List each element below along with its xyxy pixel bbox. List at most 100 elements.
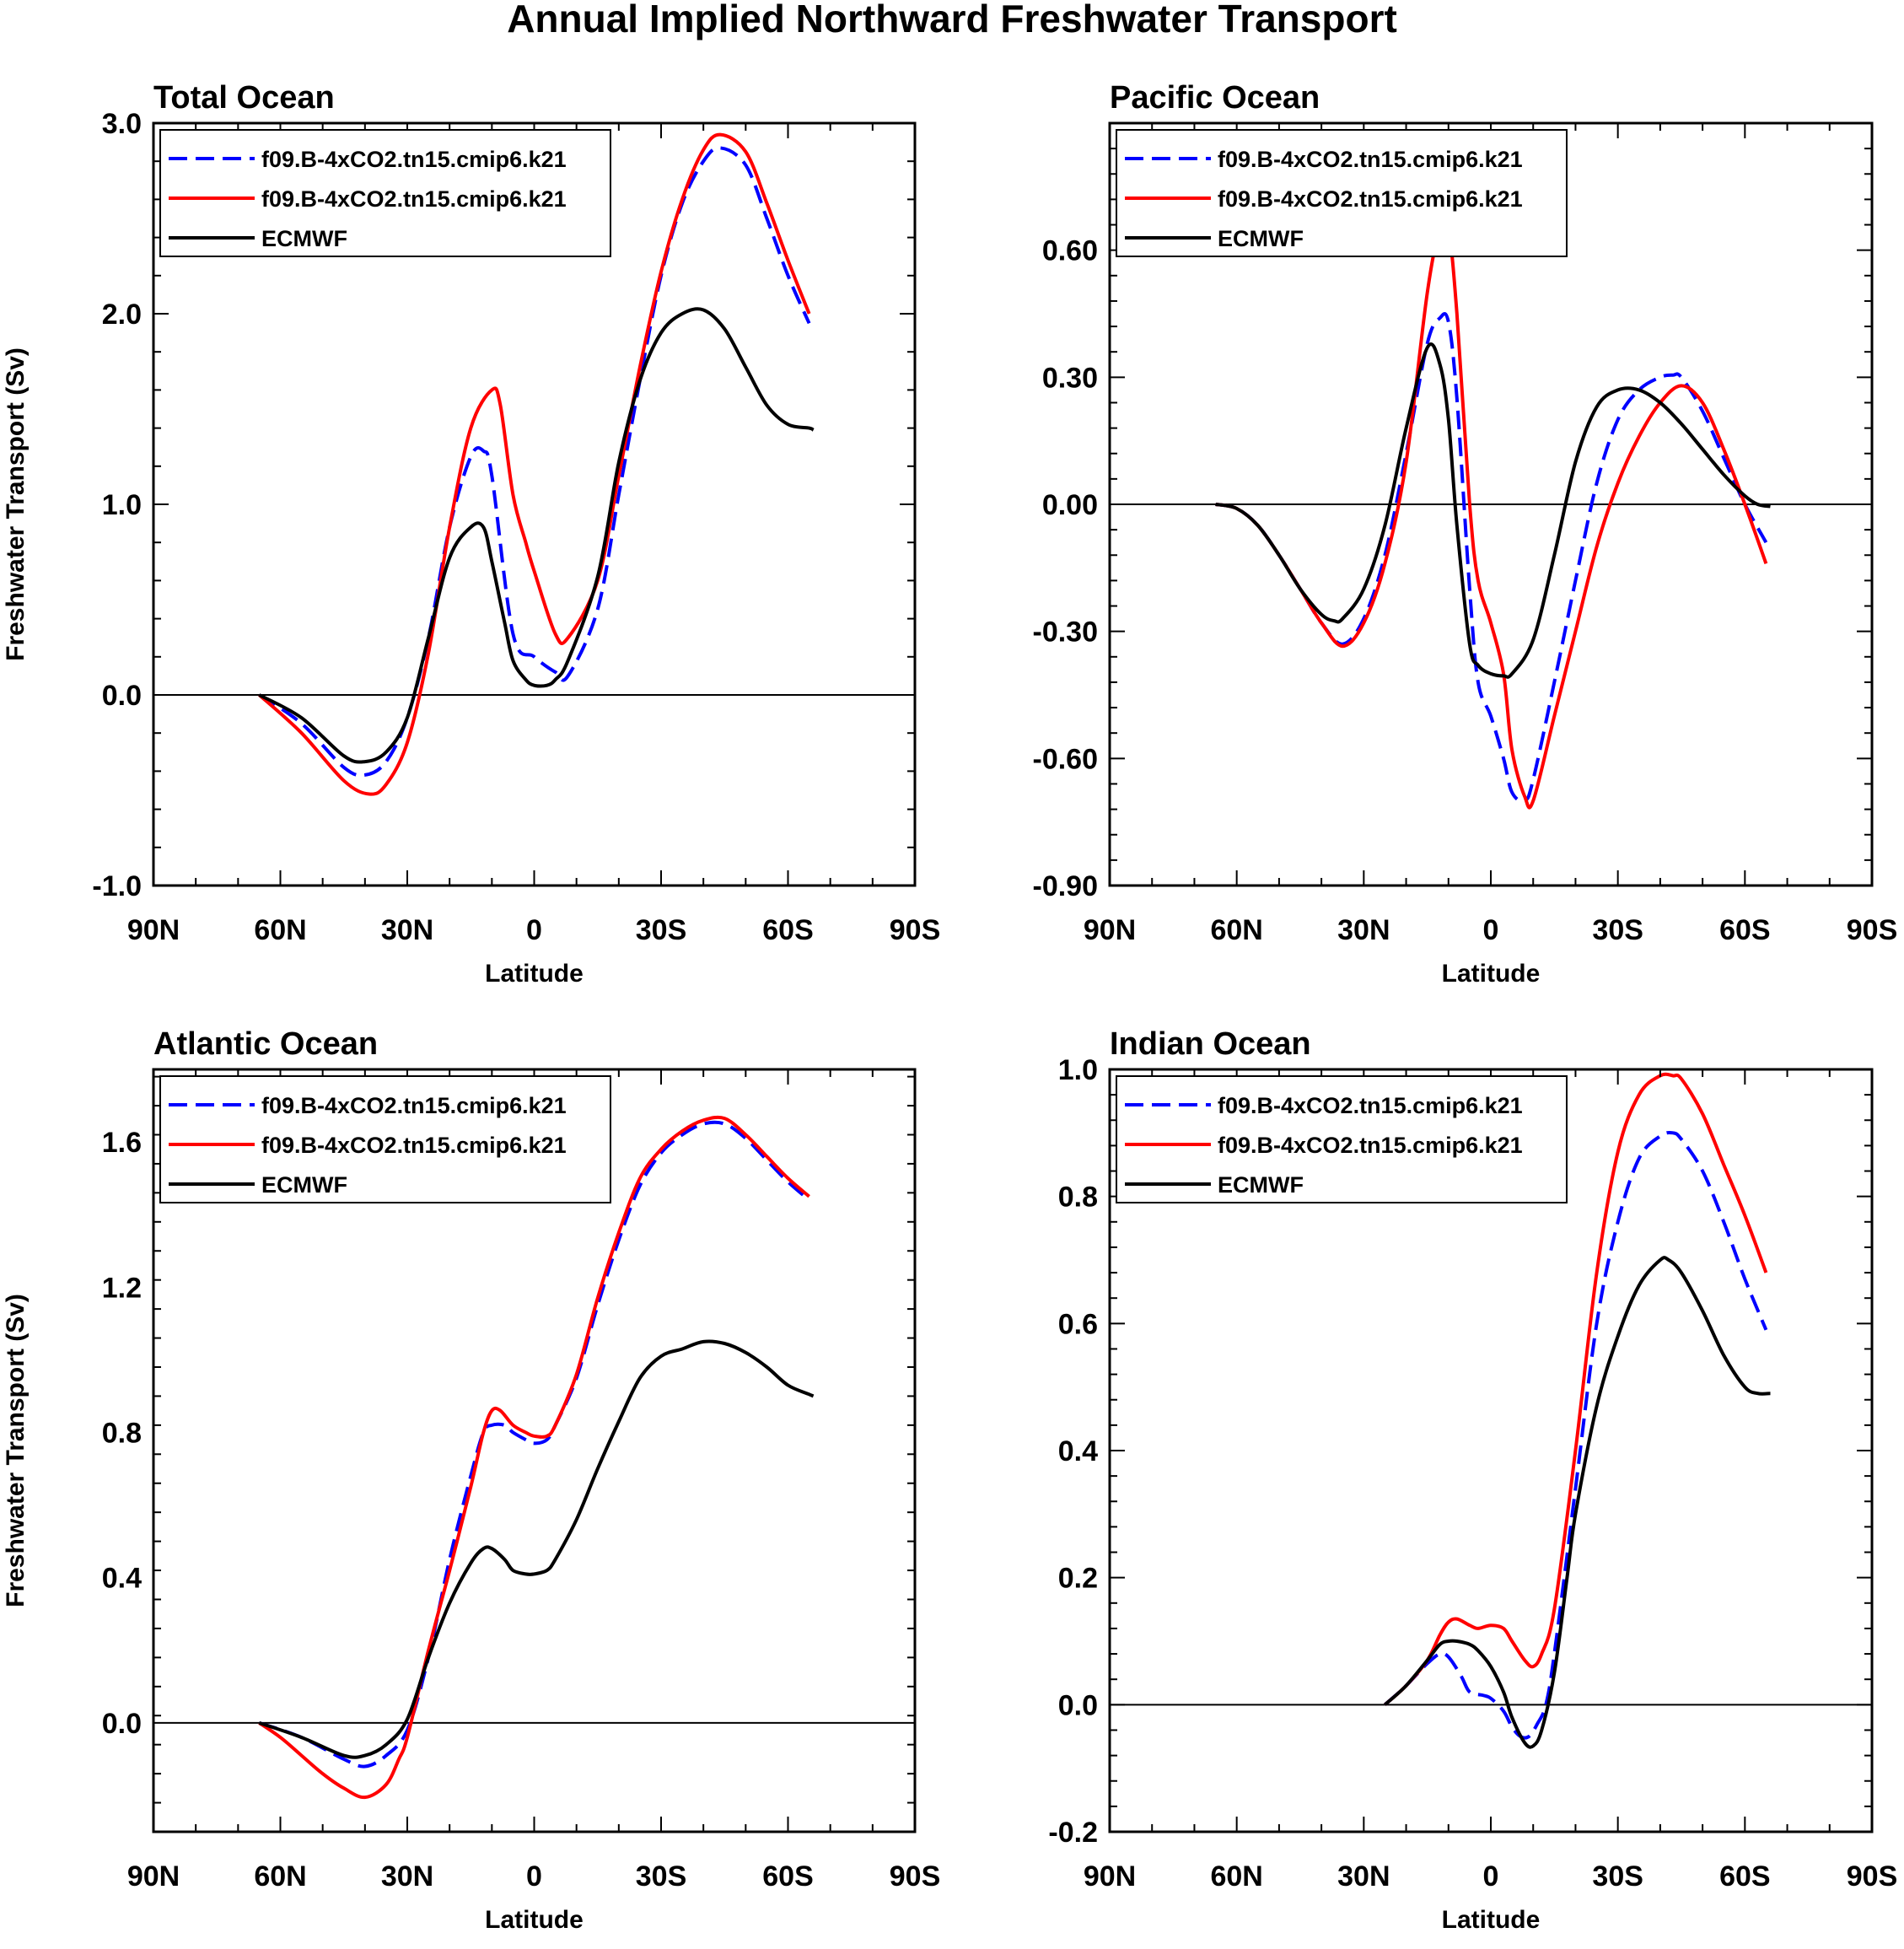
x-tick-label: 90S: [890, 1860, 941, 1892]
y-tick-label: 0.4: [102, 1563, 142, 1595]
panel-title: Total Ocean: [153, 80, 335, 116]
y-tick-label: 0.8: [1058, 1182, 1098, 1214]
series-line-2: [258, 307, 815, 764]
x-tick-label: 60N: [254, 1860, 306, 1892]
x-tick-label: 0: [1483, 1860, 1499, 1892]
series-line-1: [1215, 218, 1768, 810]
series-line-0: [1215, 311, 1768, 804]
y-tick-label: 0.00: [1042, 489, 1098, 521]
y-axis-label: Freshwater Transport (Sv): [2, 1294, 30, 1607]
legend: f09.B-4xCO2.tn15.cmip6.k21 f09.B-4xCO2.tn…: [1116, 1075, 1568, 1203]
x-tick-label: 90S: [890, 914, 941, 946]
series-line-0: [258, 1120, 810, 1769]
legend: f09.B-4xCO2.tn15.cmip6.k21 f09.B-4xCO2.tn…: [1116, 129, 1568, 257]
series-line-0: [1384, 1130, 1768, 1740]
x-axis-label: Latitude: [1442, 1906, 1541, 1934]
legend-label-2: ECMWF: [1218, 226, 1304, 251]
x-tick-label: 90N: [1084, 1860, 1136, 1892]
series-group: [258, 132, 815, 796]
series-group: [1384, 1072, 1771, 1749]
legend-label-1: f09.B-4xCO2.tn15.cmip6.k21: [1218, 1133, 1523, 1158]
y-tick-label: 0.0: [1058, 1689, 1098, 1721]
x-tick-label: 60S: [762, 914, 814, 946]
y-tick-label: -0.60: [1033, 743, 1099, 775]
x-tick-label: 90N: [127, 1860, 180, 1892]
x-axis-label: Latitude: [1442, 960, 1541, 988]
x-tick-label: 0: [1483, 914, 1499, 946]
legend-label-0: f09.B-4xCO2.tn15.cmip6.k21: [1218, 147, 1523, 172]
y-axis-label: Freshwater Transport (Sv): [2, 347, 30, 661]
y-tick-label: 0.30: [1042, 362, 1098, 394]
x-tick-label: 30N: [381, 1860, 433, 1892]
x-tick-label: 30S: [1592, 1860, 1643, 1892]
chart-panel-1: Pacific Ocean -0.90 -0.60 -0.30 0.00 0.30 0.60…: [1033, 80, 1898, 988]
series-line-1: [258, 132, 811, 796]
legend-label-1: f09.B-4xCO2.tn15.cmip6.k21: [261, 1133, 567, 1158]
x-tick-label: 90N: [1084, 914, 1136, 946]
series-group: [1215, 218, 1771, 810]
x-tick-label: 60N: [254, 914, 306, 946]
legend-label-2: ECMWF: [261, 226, 347, 251]
x-tick-label: 30S: [636, 914, 687, 946]
y-tick-label: 0.0: [102, 680, 142, 712]
y-tick-label: 1.2: [102, 1272, 142, 1304]
legend: f09.B-4xCO2.tn15.cmip6.k21 f09.B-4xCO2.tn…: [159, 129, 611, 257]
y-tick-label: -0.90: [1033, 870, 1099, 902]
y-tick-label: 0.6: [1058, 1308, 1098, 1340]
y-tick-label: 3.0: [102, 108, 142, 140]
legend-label-0: f09.B-4xCO2.tn15.cmip6.k21: [1218, 1093, 1523, 1118]
x-tick-label: 0: [526, 914, 542, 946]
y-tick-label: -0.30: [1033, 616, 1099, 649]
x-tick-label: 30N: [1337, 914, 1390, 946]
x-tick-label: 60N: [1210, 914, 1262, 946]
figure-title: Annual Implied Northward Freshwater Tran…: [507, 0, 1397, 40]
y-tick-label: 2.0: [102, 299, 142, 331]
panel-title: Indian Ocean: [1110, 1026, 1311, 1062]
chart-panel-2: Atlantic Ocean 0.0 0.4 0.8 1.2 1.6 90N 60N 30N 0 3…: [2, 1026, 940, 1934]
x-axis-label: Latitude: [485, 1906, 584, 1934]
x-tick-label: 0: [526, 1860, 542, 1892]
series-line-2: [1384, 1256, 1771, 1749]
x-tick-label: 30S: [636, 1860, 687, 1892]
x-axis-label: Latitude: [485, 960, 584, 988]
legend-label-0: f09.B-4xCO2.tn15.cmip6.k21: [261, 147, 567, 172]
x-tick-label: 60S: [1719, 914, 1771, 946]
x-tick-label: 30N: [381, 914, 433, 946]
chart-panel-3: Indian Ocean -0.2 0.0 0.2 0.4 0.6 0.8 1.0 90N 60N…: [1048, 1026, 1897, 1934]
panels: Total Ocean -1.0 0.0 1.0 2.0 3.0 90N 60N 30N 0 30S…: [2, 80, 1897, 1934]
x-tick-label: 90S: [1847, 914, 1898, 946]
x-tick-label: 90N: [127, 914, 180, 946]
y-tick-label: 0.60: [1042, 235, 1098, 267]
legend-label-1: f09.B-4xCO2.tn15.cmip6.k21: [1218, 186, 1523, 212]
y-tick-label: 1.6: [102, 1127, 142, 1159]
y-tick-label: 1.0: [102, 489, 142, 521]
legend-box: [1116, 1075, 1568, 1203]
series-group: [258, 1115, 815, 1800]
legend-label-2: ECMWF: [261, 1172, 347, 1198]
panel-title: Pacific Ocean: [1110, 80, 1320, 116]
x-tick-label: 90S: [1847, 1860, 1898, 1892]
y-tick-label: 0.0: [102, 1708, 142, 1740]
legend-box: [159, 129, 611, 257]
series-line-1: [258, 1115, 810, 1800]
legend-label-0: f09.B-4xCO2.tn15.cmip6.k21: [261, 1093, 567, 1118]
series-line-1: [1384, 1072, 1768, 1706]
y-tick-label: 0.8: [102, 1417, 142, 1449]
legend-box: [159, 1075, 611, 1203]
y-tick-label: 1.0: [1058, 1054, 1098, 1086]
y-tick-label: 0.4: [1058, 1435, 1098, 1467]
x-tick-label: 60N: [1210, 1860, 1262, 1892]
legend-label-2: ECMWF: [1218, 1172, 1304, 1198]
y-tick-label: -0.2: [1048, 1817, 1098, 1849]
x-tick-label: 30N: [1337, 1860, 1390, 1892]
x-tick-label: 60S: [1719, 1860, 1771, 1892]
legend: f09.B-4xCO2.tn15.cmip6.k21 f09.B-4xCO2.tn…: [159, 1075, 611, 1203]
chart-panel-0: Total Ocean -1.0 0.0 1.0 2.0 3.0 90N 60N 30N 0 30S…: [2, 80, 940, 988]
x-tick-label: 60S: [762, 1860, 814, 1892]
y-tick-label: 0.2: [1058, 1563, 1098, 1595]
series-line-2: [1215, 342, 1771, 679]
legend-label-1: f09.B-4xCO2.tn15.cmip6.k21: [261, 186, 567, 212]
series-line-2: [258, 1339, 815, 1759]
x-tick-label: 30S: [1592, 914, 1643, 946]
panel-title: Atlantic Ocean: [153, 1026, 378, 1062]
